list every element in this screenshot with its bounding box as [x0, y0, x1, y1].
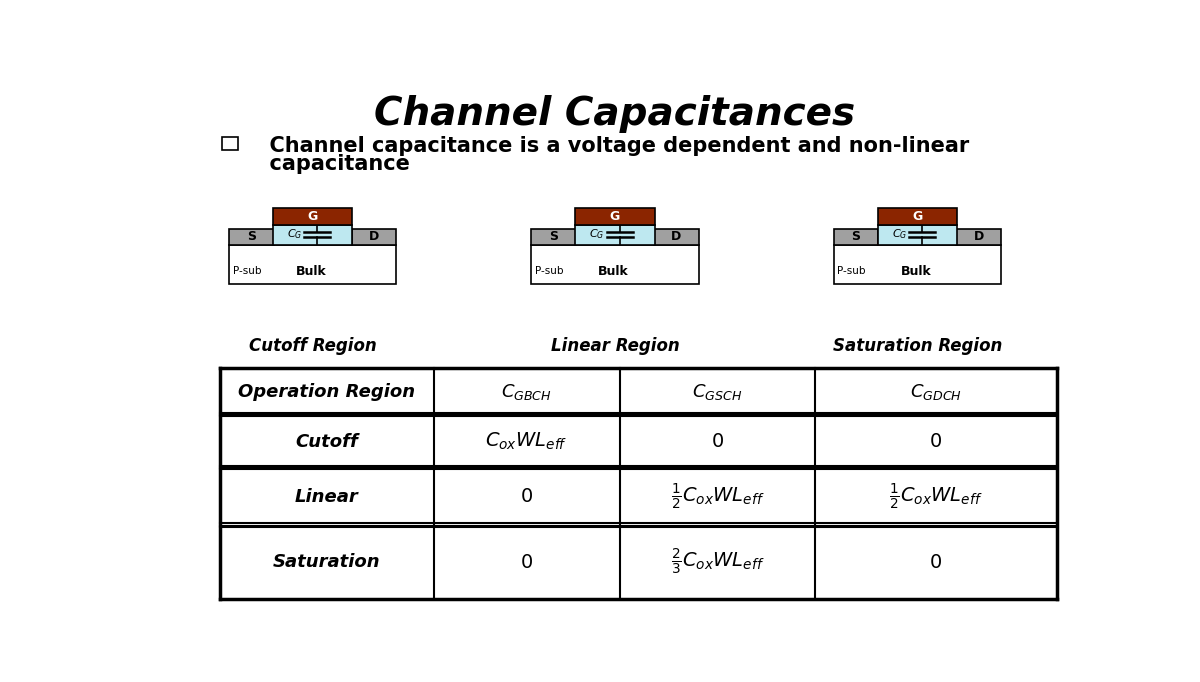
- Bar: [877, 224, 956, 245]
- Text: Cutoff Region: Cutoff Region: [248, 336, 377, 355]
- Bar: [834, 245, 1001, 284]
- Text: Linear: Linear: [295, 488, 359, 505]
- Text: $C_{GDCH}$: $C_{GDCH}$: [910, 382, 962, 402]
- Text: G: G: [912, 210, 923, 223]
- Text: $C_G$: $C_G$: [892, 227, 907, 241]
- Text: $C_{GSCH}$: $C_{GSCH}$: [692, 382, 743, 402]
- Text: $\frac{1}{2}C_{ox}WL_{eff}$: $\frac{1}{2}C_{ox}WL_{eff}$: [671, 481, 764, 512]
- Bar: [532, 229, 576, 245]
- Text: Saturation Region: Saturation Region: [833, 336, 1002, 355]
- Text: Bulk: Bulk: [900, 265, 931, 278]
- Text: Operation Region: Operation Region: [238, 383, 415, 400]
- Text: P-sub: P-sub: [838, 267, 865, 276]
- Bar: [654, 229, 698, 245]
- Text: D: D: [370, 231, 379, 243]
- Text: Channel capacitance is a voltage dependent and non-linear: Channel capacitance is a voltage depende…: [256, 136, 970, 156]
- Text: S: S: [851, 231, 860, 243]
- Text: D: D: [973, 231, 984, 243]
- Bar: [956, 229, 1001, 245]
- Text: $0$: $0$: [520, 487, 533, 506]
- Text: $\frac{1}{2}C_{ox}WL_{eff}$: $\frac{1}{2}C_{ox}WL_{eff}$: [889, 481, 983, 512]
- Text: $C_G$: $C_G$: [287, 227, 302, 241]
- Text: G: G: [307, 210, 318, 223]
- Text: Bulk: Bulk: [296, 265, 326, 278]
- Bar: [834, 229, 878, 245]
- Bar: [576, 224, 654, 245]
- Text: P-sub: P-sub: [233, 267, 262, 276]
- Bar: [352, 229, 396, 245]
- Bar: [220, 368, 1057, 599]
- Text: Bulk: Bulk: [599, 265, 629, 278]
- Text: $0$: $0$: [929, 432, 942, 451]
- Bar: [576, 208, 654, 224]
- Text: capacitance: capacitance: [256, 154, 410, 175]
- Bar: [229, 245, 396, 284]
- Text: G: G: [610, 210, 620, 223]
- Bar: [229, 229, 274, 245]
- Text: $C_G$: $C_G$: [589, 227, 605, 241]
- Text: $0$: $0$: [929, 553, 942, 572]
- Text: Channel Capacitances: Channel Capacitances: [374, 95, 856, 133]
- Text: $0$: $0$: [520, 553, 533, 572]
- Text: P-sub: P-sub: [535, 267, 564, 276]
- Text: Linear Region: Linear Region: [551, 336, 679, 355]
- Bar: [274, 208, 353, 224]
- Bar: [576, 241, 654, 245]
- Text: $C_{ox}WL_{eff}$: $C_{ox}WL_{eff}$: [486, 431, 568, 452]
- Text: S: S: [247, 231, 256, 243]
- Text: Saturation: Saturation: [272, 553, 380, 572]
- Text: D: D: [671, 231, 682, 243]
- Polygon shape: [877, 241, 956, 245]
- Bar: [274, 224, 353, 245]
- Bar: [222, 137, 239, 150]
- Text: $\frac{2}{3}C_{ox}WL_{eff}$: $\frac{2}{3}C_{ox}WL_{eff}$: [671, 547, 764, 578]
- Text: $0$: $0$: [710, 432, 724, 451]
- Text: Cutoff: Cutoff: [295, 432, 358, 451]
- Bar: [877, 208, 956, 224]
- Text: $C_{GBCH}$: $C_{GBCH}$: [502, 382, 552, 402]
- Text: S: S: [550, 231, 558, 243]
- Bar: [532, 245, 698, 284]
